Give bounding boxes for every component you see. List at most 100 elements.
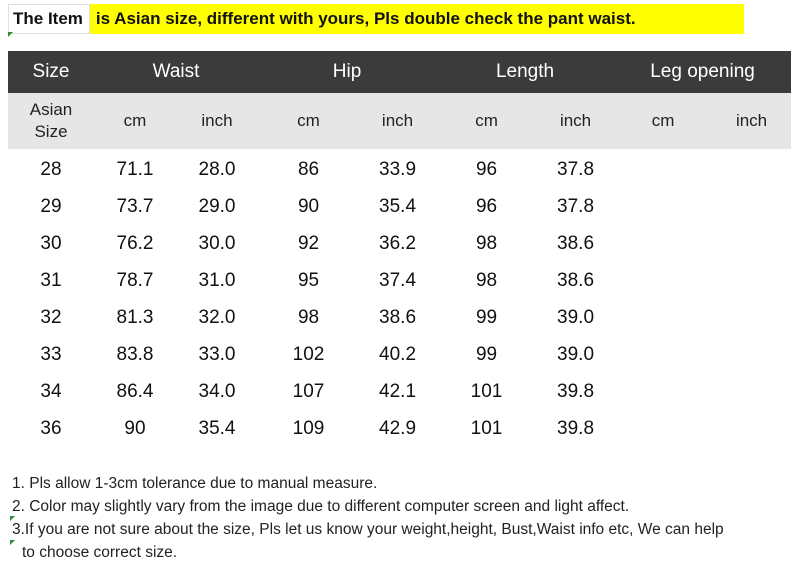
- table-cell: 36: [40, 417, 62, 439]
- table-cell: 99: [475, 306, 498, 328]
- table-cell: 38.6: [379, 306, 417, 328]
- banner-label: The Item: [8, 4, 90, 34]
- table-cell: 28: [40, 158, 62, 180]
- table-cell: [712, 225, 791, 262]
- table-cell: 90: [297, 195, 320, 217]
- table-cell: [614, 188, 712, 225]
- unit-leg-inch: inch: [712, 93, 792, 149]
- table-cell: 39.0: [557, 306, 595, 328]
- table-header-row: Size Waist Hip Length Leg opening: [8, 51, 792, 93]
- table-row: 30 76.2 30.0 92 36.2 98 38.6: [8, 225, 791, 262]
- unit-hip-inch: inch: [359, 93, 437, 149]
- table-cell: 33: [40, 343, 62, 365]
- table-cell: 33.0: [198, 343, 236, 365]
- size-chart-table: Size Waist Hip Length Leg opening Asian …: [8, 51, 792, 447]
- table-cell: [614, 225, 712, 262]
- table-cell: 98: [475, 269, 498, 291]
- table-cell: 109: [292, 417, 325, 439]
- cell-marker-icon: [8, 32, 13, 37]
- table-cell: [712, 262, 791, 299]
- unit-waist-inch: inch: [176, 93, 259, 149]
- table-cell: 73.7: [116, 195, 154, 217]
- table-cell: [712, 336, 791, 373]
- table-cell: 31.0: [198, 269, 236, 291]
- table-unit-row: Asian Size cm inch cm inch cm inch cm in…: [8, 93, 792, 149]
- note-1: 1. Pls allow 1-3cm tolerance due to manu…: [12, 475, 378, 492]
- unit-leg-cm: cm: [614, 93, 713, 149]
- table-cell: 35.4: [379, 195, 417, 217]
- banner: The Item is Asian size, different with y…: [8, 4, 744, 34]
- table-row: 31 78.7 31.0 95 37.4 98 38.6: [8, 262, 791, 299]
- table-cell: [614, 373, 712, 410]
- table-cell: [712, 188, 791, 225]
- header-waist: Waist: [94, 51, 259, 93]
- table-cell: 71.1: [116, 158, 154, 180]
- unit-asian-size: Asian Size: [8, 93, 94, 149]
- note-2: 2. Color may slightly vary from the imag…: [12, 498, 630, 515]
- table-cell: 34: [40, 380, 62, 402]
- table-row: 28 71.1 28.0 86 33.9 96 37.8: [8, 149, 791, 188]
- table-cell: 37.4: [379, 269, 417, 291]
- table-cell: 40.2: [379, 343, 417, 365]
- table-cell: 32.0: [198, 306, 236, 328]
- notes: 1. Pls allow 1-3cm tolerance due to manu…: [12, 472, 792, 564]
- header-leg-opening: Leg opening: [614, 51, 792, 93]
- table-cell: 78.7: [116, 269, 154, 291]
- table-cell: 35.4: [198, 417, 236, 439]
- table-cell: 33.9: [379, 158, 417, 180]
- table-cell: 99: [475, 343, 498, 365]
- table-cell: 96: [475, 195, 498, 217]
- table-cell: [614, 410, 712, 447]
- table-cell: 96: [475, 158, 498, 180]
- banner-message: is Asian size, different with yours, Pls…: [89, 4, 744, 34]
- table-cell: 28.0: [198, 158, 236, 180]
- table-cell: [614, 262, 712, 299]
- table-cell: [614, 336, 712, 373]
- table-cell: 90: [124, 417, 146, 439]
- table-cell: 101: [470, 417, 503, 439]
- cell-marker-icon: [10, 540, 15, 545]
- note-4: to choose correct size.: [22, 544, 178, 561]
- table-cell: 39.0: [557, 343, 595, 365]
- table-cell: 29: [40, 195, 62, 217]
- note-3: 3.If you are not sure about the size, Pl…: [12, 521, 724, 538]
- table-cell: 86: [297, 158, 320, 180]
- table-cell: 92: [297, 232, 320, 254]
- table-cell: [712, 410, 791, 447]
- table-cell: 42.1: [379, 380, 417, 402]
- table-cell: [614, 149, 712, 188]
- table-cell: 98: [475, 232, 498, 254]
- table-cell: 86.4: [116, 380, 154, 402]
- table-cell: 81.3: [116, 306, 154, 328]
- table-cell: [712, 299, 791, 336]
- unit-length-cm: cm: [436, 93, 538, 149]
- cell-marker-icon: [10, 516, 15, 521]
- table-cell: 98: [297, 306, 320, 328]
- table-row: 29 73.7 29.0 90 35.4 96 37.8: [8, 188, 791, 225]
- table-body: 28 71.1 28.0 86 33.9 96 37.8 29 73.7 29.0 90 35.4 96…: [8, 149, 791, 447]
- header-hip: Hip: [258, 51, 437, 93]
- table-cell: 29.0: [198, 195, 236, 217]
- table-cell: 38.6: [557, 269, 595, 291]
- unit-hip-cm: cm: [258, 93, 360, 149]
- header-size: Size: [8, 51, 94, 93]
- table-cell: 95: [297, 269, 320, 291]
- header-length: Length: [436, 51, 615, 93]
- table-cell: 37.8: [557, 195, 595, 217]
- table-cell: [712, 373, 791, 410]
- table-row: 32 81.3 32.0 98 38.6 99 39.0: [8, 299, 791, 336]
- table-cell: 76.2: [116, 232, 154, 254]
- table-cell: [614, 299, 712, 336]
- table-cell: 32: [40, 306, 62, 328]
- table-row: 36 90 35.4 109 42.9 101 39.8: [8, 410, 791, 447]
- table-cell: 39.8: [557, 417, 595, 439]
- unit-waist-cm: cm: [94, 93, 176, 149]
- table-cell: [712, 149, 791, 188]
- unit-length-inch: inch: [537, 93, 615, 149]
- table-cell: 42.9: [379, 417, 417, 439]
- table-cell: 101: [470, 380, 503, 402]
- table-row: 33 83.8 33.0 102 40.2 99 39.0: [8, 336, 791, 373]
- table-row: 34 86.4 34.0 107 42.1 101 39.8: [8, 373, 791, 410]
- table-cell: 30.0: [198, 232, 236, 254]
- table-cell: 30: [40, 232, 62, 254]
